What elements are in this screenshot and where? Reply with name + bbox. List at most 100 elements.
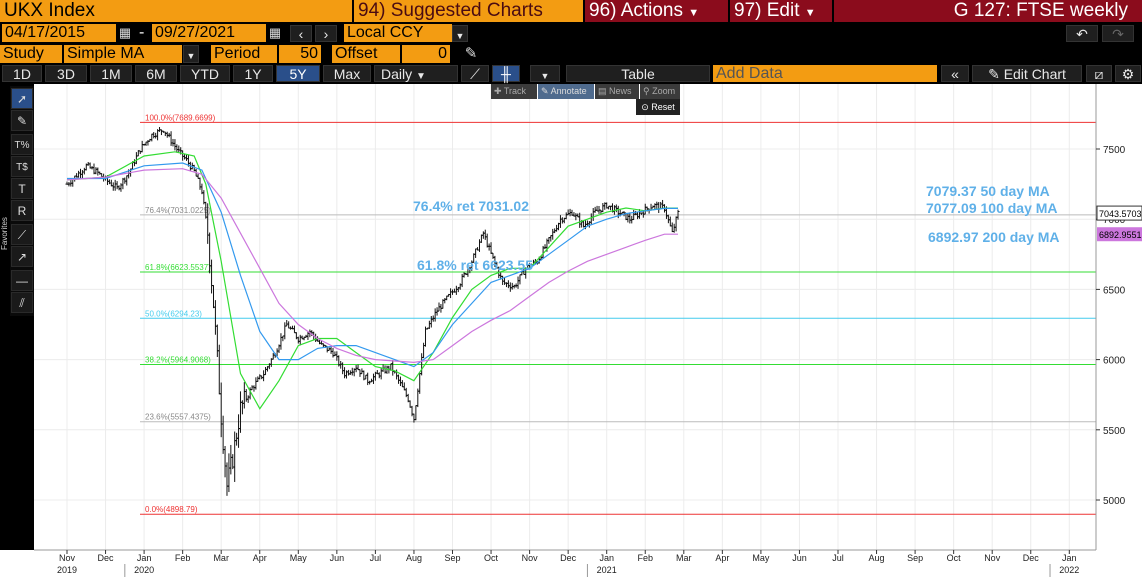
x-axis: Nov Dec Jan Feb Mar Apr May Jun Jul Aug Sep Oct Nov D…	[34, 549, 1096, 577]
period-label-cell: Period	[211, 45, 277, 63]
pencil-icon[interactable]: ✎	[464, 45, 478, 62]
news-button[interactable]: ▤ News	[595, 84, 639, 99]
period-button-1d[interactable]: 1D	[2, 65, 42, 82]
zoom-button[interactable]: ⚲ Zoom	[640, 84, 680, 99]
actions-label: 96) Actions	[589, 0, 683, 21]
x-month-label: Dec	[1023, 553, 1040, 563]
end-date-value: 09/27/2021	[155, 24, 236, 41]
period-button-5y[interactable]: 5Y	[276, 65, 320, 82]
prev-range-button[interactable]: ‹	[290, 25, 312, 42]
chart-options-button[interactable]: ⧄	[1086, 65, 1112, 82]
x-month-label: Mar	[676, 553, 692, 563]
table-button-label: Table	[621, 66, 655, 82]
track-button[interactable]: ✚ Track	[491, 84, 537, 99]
ray-tool-button[interactable]: ↗	[11, 246, 33, 267]
range-dash: -	[139, 24, 145, 41]
x-month-label: Jan	[1062, 553, 1077, 563]
end-calendar-icon[interactable]: ▦	[268, 25, 282, 40]
date-range-bar: 04/17/2015 ▦ - 09/27/2021 ▦ ‹ › Local CC…	[0, 22, 1142, 44]
settings-button[interactable]: ⚙	[1115, 65, 1141, 82]
redo-icon: ↷	[1112, 26, 1124, 42]
edit-menu[interactable]: 97) Edit ▼	[730, 0, 832, 22]
y-tick-label: 6000	[1103, 356, 1126, 367]
channel-tool-button[interactable]: ⫽	[11, 292, 33, 313]
dollar-tool-button[interactable]: T$	[11, 156, 33, 177]
period-input[interactable]: 50	[279, 45, 321, 63]
chart-type-dropdown-button[interactable]: ▼	[530, 65, 560, 82]
fib-level-label: 61.8%(6623.5537)	[145, 263, 211, 272]
period-button-label: 1Y	[244, 66, 262, 82]
news-icon: ▤	[598, 86, 607, 96]
fib-level-label: 0.0%(4898.79)	[145, 505, 198, 514]
y-tick-label: 5500	[1103, 426, 1126, 437]
ma200-price-label: 6892.9551	[1099, 230, 1142, 240]
period-button-max[interactable]: Max	[323, 65, 371, 82]
gear-icon: ⚙	[1121, 66, 1135, 82]
price-chart[interactable]: 100.0%(7689.6699) 76.4%(7031.0225) 61.8%(6…	[0, 84, 1142, 577]
suggested-charts-menu[interactable]: 94) Suggested Charts	[354, 0, 583, 22]
chevron-down-icon: ▼	[540, 71, 550, 81]
favorites-tab[interactable]: Favorites	[0, 200, 10, 250]
annotate-button[interactable]: ✎ Annotate	[538, 84, 594, 99]
reset-icon: ⊙	[641, 102, 649, 112]
retracement-tool-button[interactable]: R	[11, 200, 33, 221]
period-button-1y[interactable]: 1Y	[233, 65, 273, 82]
edit-chart-button[interactable]: ✎ Edit Chart	[972, 65, 1082, 82]
percent-tool-button[interactable]: T%	[11, 134, 33, 155]
x-month-label: Aug	[406, 553, 422, 563]
x-month-label: Nov	[522, 553, 539, 563]
pointer-tool-button[interactable]: ➚	[11, 88, 33, 109]
x-month-label: Jul	[370, 553, 382, 563]
study-label: Study	[3, 45, 44, 62]
last-price-label: 7043.5703	[1099, 209, 1142, 219]
y-tick-label: 7000	[1103, 215, 1126, 226]
collapse-button[interactable]: «	[941, 65, 969, 82]
actions-menu[interactable]: 96) Actions ▼	[585, 0, 728, 22]
redo-button[interactable]: ↷	[1102, 25, 1134, 42]
period-button-3d[interactable]: 3D	[45, 65, 87, 82]
period-button-label: Max	[333, 66, 361, 82]
line-chart-button[interactable]: ⟋	[461, 65, 489, 82]
moving-averages	[66, 151, 678, 410]
study-select[interactable]: Simple MA	[64, 45, 182, 63]
period-button-1m[interactable]: 1M	[90, 65, 132, 82]
y-axis-panel	[1096, 84, 1142, 550]
fib-764-annotation: 76.4% ret 7031.02	[413, 198, 529, 214]
x-month-label: Dec	[560, 553, 577, 563]
frequency-select[interactable]: Daily ▼	[374, 65, 458, 82]
ticker-field[interactable]: UKX Index	[0, 0, 352, 22]
period-button-6m[interactable]: 6M	[135, 65, 177, 82]
start-date-input[interactable]: 04/17/2015	[2, 24, 116, 42]
x-month-label: Oct	[947, 553, 962, 563]
y-tick-label: 5000	[1103, 496, 1126, 507]
offset-input[interactable]: 0	[402, 45, 450, 63]
x-month-label: Mar	[213, 553, 229, 563]
currency-select[interactable]: Local CCY	[344, 24, 452, 42]
study-dropdown-button[interactable]: ▼	[183, 45, 199, 63]
period-toolbar: 1D 3D 1M 6M YTD 1Y 5Y Max Daily ▼ ⟋ ╫ ▼ …	[0, 64, 1142, 84]
x-month-label: Nov	[59, 553, 76, 563]
last-price-tag	[1096, 205, 1142, 221]
fib-level-label: 23.6%(5557.4375)	[145, 413, 211, 422]
text-tool-button[interactable]: T	[11, 178, 33, 199]
add-data-input[interactable]: Add Data	[713, 65, 937, 82]
draw-line-tool-button[interactable]: ✎	[11, 110, 33, 131]
period-button-label: 1M	[101, 66, 121, 82]
bar-chart-button[interactable]: ╫	[492, 65, 520, 82]
reset-zoom-button[interactable]: ⊙ Reset	[636, 99, 680, 115]
table-button[interactable]: Table	[566, 65, 710, 82]
y-axis: 5000 5500 6000 6500 7000 7500 7043.5703 6892.95…	[1095, 84, 1142, 550]
ma-100-line	[67, 162, 678, 368]
horizontal-line-tool-button[interactable]: —	[11, 270, 33, 291]
x-year-label: 2022	[1059, 565, 1079, 575]
horizontal-line-icon: —	[16, 274, 28, 288]
chart-id-label: G 127: FTSE weekly	[953, 0, 1128, 21]
undo-button[interactable]: ↶	[1066, 25, 1098, 42]
x-month-label: Nov	[984, 553, 1001, 563]
period-button-ytd[interactable]: YTD	[180, 65, 230, 82]
end-date-input[interactable]: 09/27/2021	[152, 24, 266, 42]
currency-dropdown-button[interactable]: ▼	[452, 25, 468, 42]
trendline-tool-button[interactable]: ⟋	[11, 224, 33, 245]
start-calendar-icon[interactable]: ▦	[118, 25, 132, 40]
next-range-button[interactable]: ›	[315, 25, 337, 42]
